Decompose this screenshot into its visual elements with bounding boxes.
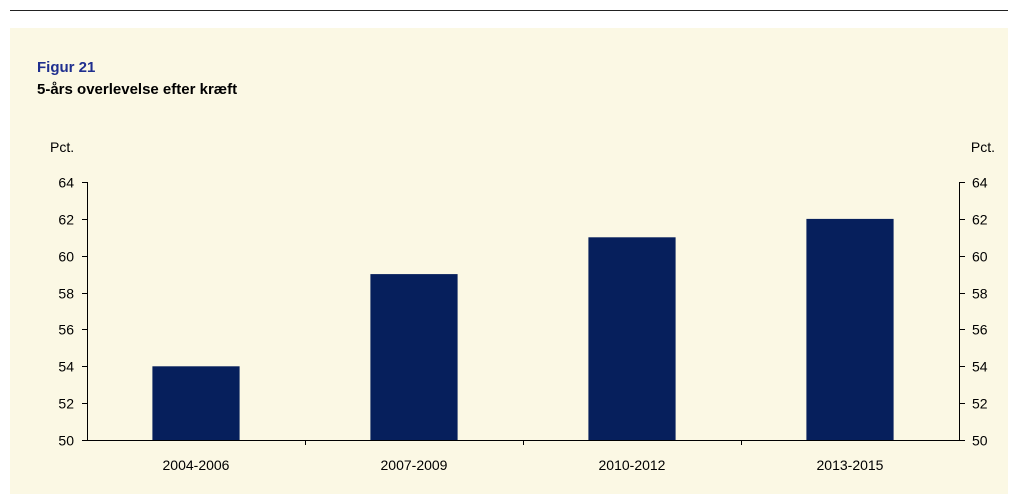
chart-bars	[152, 218, 894, 440]
chart-axes: 50 50 52 52 54 54 56 56 58 58 60 60 62 62 64 64 2004-200…	[58, 175, 987, 474]
y-axis-label-left: Pct.	[50, 139, 74, 155]
y-tick-label-left: 56	[58, 322, 74, 338]
y-tick-label-left: 52	[58, 396, 74, 412]
y-tick-label-right: 62	[972, 212, 988, 228]
y-tick-label-left: 62	[58, 212, 74, 228]
bar	[806, 218, 894, 440]
y-tick-label-right: 52	[972, 396, 988, 412]
top-rule	[10, 10, 1008, 11]
x-tick-label: 2007-2009	[381, 457, 448, 473]
y-tick-label-right: 58	[972, 286, 988, 302]
y-tick-label-right: 56	[972, 322, 988, 338]
y-tick-label-left: 64	[58, 175, 74, 191]
x-tick-label: 2013-2015	[817, 457, 884, 473]
bar	[152, 366, 240, 440]
x-tick-label: 2004-2006	[163, 457, 230, 473]
y-tick-label-right: 64	[972, 175, 988, 191]
y-tick-label-left: 58	[58, 286, 74, 302]
figure-label: Figur 21	[37, 59, 96, 76]
y-tick-label-right: 60	[972, 249, 988, 265]
y-axis-label-right: Pct.	[971, 139, 995, 155]
y-tick-label-left: 60	[58, 249, 74, 265]
bar	[370, 274, 458, 440]
bar	[588, 237, 676, 440]
y-tick-label-right: 54	[972, 359, 988, 375]
figure-title: 5-års overlevelse efter kræft	[37, 81, 238, 98]
y-tick-label-left: 50	[58, 433, 74, 449]
y-tick-label-left: 54	[58, 359, 74, 375]
y-tick-label-right: 50	[972, 433, 988, 449]
x-tick-label: 2010-2012	[599, 457, 666, 473]
